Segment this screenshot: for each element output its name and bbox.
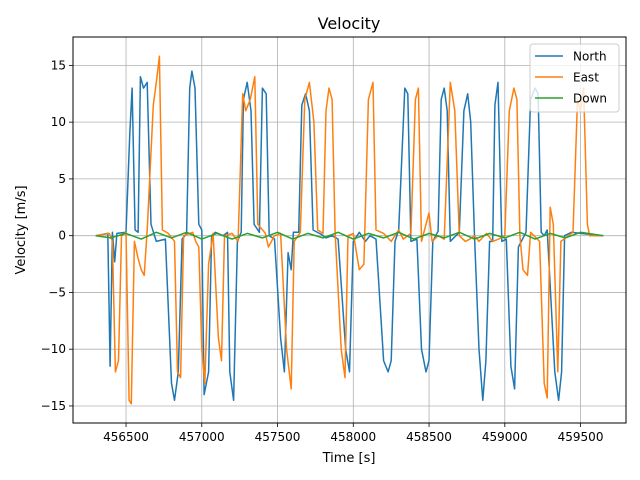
y-axis-ticks: −15 −10 −5 0 5 10 15 [41, 58, 73, 413]
legend-label-east: East [573, 71, 599, 85]
x-tick-label: 458000 [330, 430, 376, 444]
x-axis-label: Time [s] [322, 451, 376, 466]
legend-label-north: North [573, 50, 607, 64]
y-tick-label: 15 [51, 58, 66, 72]
series-line-north [95, 70, 604, 402]
x-tick-label: 459000 [482, 430, 528, 444]
x-tick-label: 459500 [558, 430, 604, 444]
legend-label-down: Down [573, 92, 607, 106]
chart-title: Velocity [318, 14, 381, 33]
x-tick-label: 457000 [179, 430, 225, 444]
series-lines [95, 55, 604, 405]
legend-box [529, 43, 620, 113]
y-tick-label: −10 [41, 342, 66, 356]
x-tick-label: 458500 [406, 430, 452, 444]
y-tick-label: 10 [51, 115, 66, 129]
plot-frame [72, 36, 627, 424]
x-tick-label: 456500 [103, 430, 149, 444]
y-tick-label: −5 [48, 285, 66, 299]
y-tick-label: 0 [58, 229, 66, 243]
legend: North East Down [529, 43, 620, 113]
series-line-east [95, 55, 604, 405]
x-axis-ticks: 456500 457000 457500 458000 458500 459000 4595… [103, 423, 603, 444]
y-tick-label: 5 [58, 172, 66, 186]
y-tick-label: −15 [41, 399, 66, 413]
y-axis-label: Velocity [m/s] [14, 185, 29, 274]
series-line-down [95, 231, 604, 240]
x-tick-label: 457500 [255, 430, 301, 444]
